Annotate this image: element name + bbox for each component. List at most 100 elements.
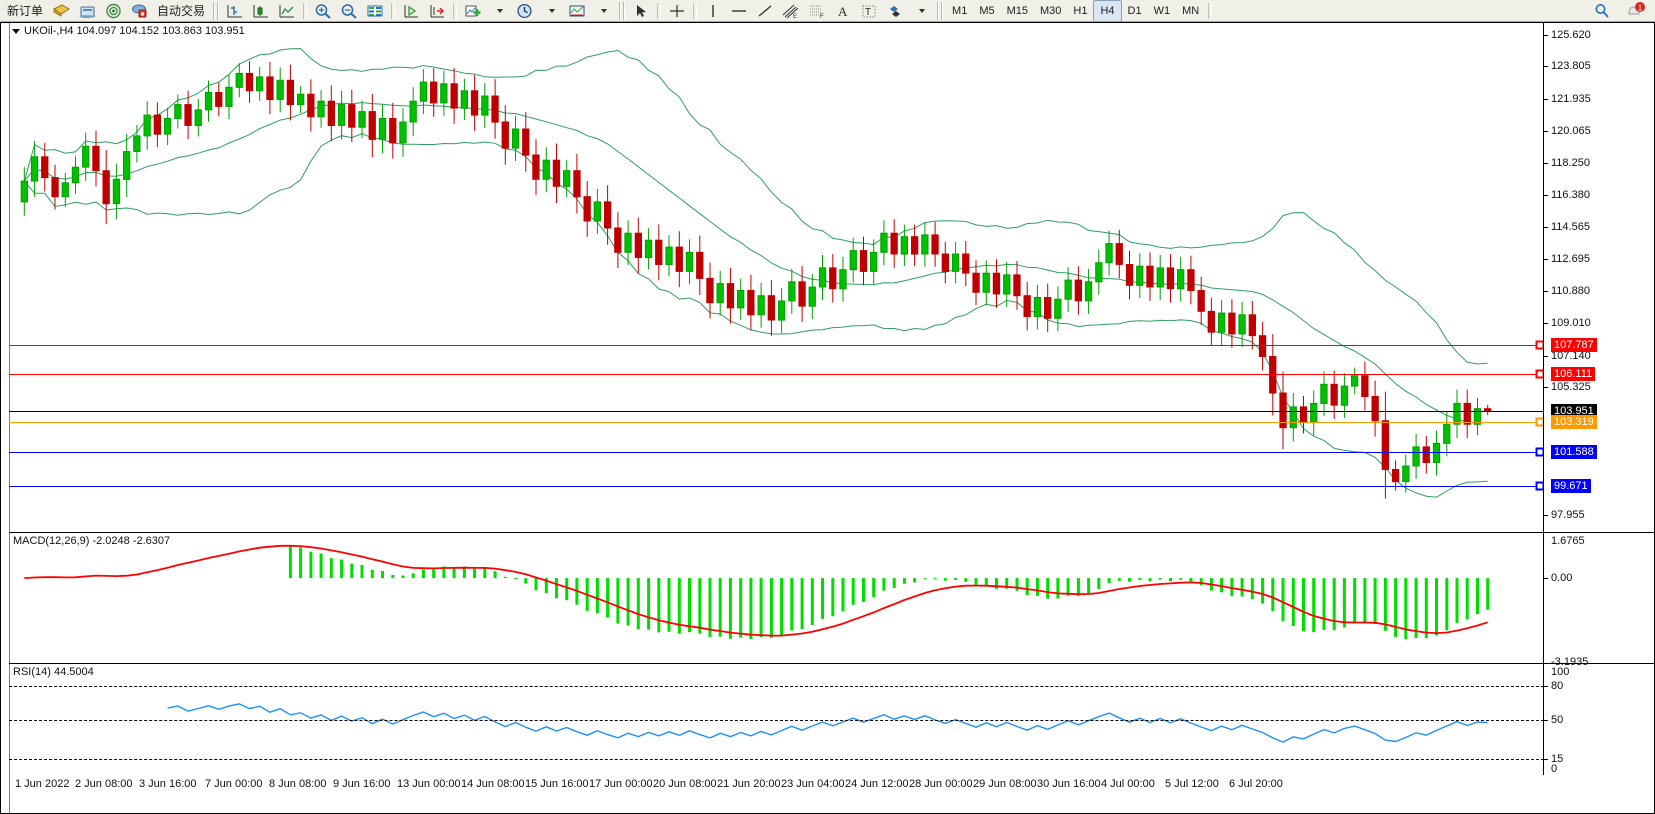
equidistant-channel-icon[interactable]: E	[778, 1, 804, 21]
rsi-axis-tick-label: 80	[1551, 680, 1564, 693]
price-axis-tick-label: 114.565	[1551, 220, 1590, 233]
market-icon[interactable]	[126, 1, 152, 21]
rsi-pane[interactable]: RSI(14) 44.5004 100 80 50 15 0	[9, 663, 1654, 775]
chevron-down-icon[interactable]	[908, 1, 934, 21]
cursor-icon[interactable]	[628, 1, 654, 21]
rsi-axis-tick	[1544, 720, 1548, 721]
price-level-line-pivot[interactable]	[9, 422, 1543, 424]
period-icon[interactable]	[512, 1, 538, 21]
macd-plot[interactable]: MACD(12,26,9) -2.0248 -2.6307	[9, 533, 1543, 663]
textlabel-icon[interactable]: T	[856, 1, 882, 21]
horizontal-line-icon[interactable]	[726, 1, 752, 21]
toolbar-gripper-2[interactable]	[619, 1, 626, 20]
price-axis-tick-label: 125.620	[1551, 28, 1591, 41]
price-level-badge-pivot[interactable]: 103.319	[1551, 415, 1597, 430]
signals-icon[interactable]	[100, 1, 126, 21]
macd-pane[interactable]: MACD(12,26,9) -2.0248 -2.6307 1.6765 0.00…	[9, 532, 1654, 668]
price-level-line-support-lower[interactable]	[9, 485, 1543, 487]
data-window-icon[interactable]	[362, 1, 388, 21]
toolbar-gripper-3[interactable]	[937, 1, 944, 20]
price-level-line-resistance-upper[interactable]	[9, 344, 1543, 346]
price-level-line-current-price[interactable]	[9, 411, 1543, 413]
price-level-badge-support-upper[interactable]: 101.588	[1551, 445, 1597, 460]
chart-menu-caret-icon[interactable]	[12, 28, 20, 34]
price-axis-tick-label: 97.955	[1551, 509, 1585, 522]
rsi-level-line-80	[9, 686, 1543, 688]
price-axis-tick	[1544, 162, 1548, 164]
autotrade-button[interactable]: 自动交易	[157, 4, 206, 18]
date-axis-label: 15 Jun 16:00	[525, 778, 589, 790]
date-axis-label: 23 Jun 04:00	[781, 778, 845, 790]
timeframe-mn[interactable]: MN	[1182, 4, 1200, 17]
svg-text:E: E	[793, 14, 797, 19]
fibonacci-icon[interactable]: F	[804, 1, 830, 21]
indicators-icon[interactable]	[460, 1, 486, 21]
zoom-in-icon[interactable]	[310, 1, 336, 21]
price-level-handle-resistance-upper[interactable]	[1535, 340, 1543, 350]
timeframe-h1[interactable]: H1	[1073, 4, 1088, 17]
timeframe-m15[interactable]: M15	[1006, 4, 1028, 17]
crosshair-icon[interactable]	[664, 1, 690, 21]
vertical-line-icon[interactable]	[700, 1, 726, 21]
timeframe-d1[interactable]: D1	[1127, 4, 1142, 17]
terminal-icon[interactable]	[74, 1, 100, 21]
date-axis-label: 14 Jun 08:00	[461, 778, 525, 790]
macd-axis[interactable]: 1.6765 0.00 -3.1935	[1543, 533, 1654, 668]
price-level-badge-resistance-lower[interactable]: 106.111	[1551, 366, 1596, 381]
toolbar-gripper-1[interactable]	[213, 1, 220, 20]
date-axis-label: 1 Jun 2022	[15, 778, 70, 790]
chevron-down-icon[interactable]	[486, 1, 512, 21]
price-level-line-support-upper[interactable]	[9, 452, 1543, 454]
folder-icon[interactable]	[48, 1, 74, 21]
auto-scroll-icon[interactable]	[398, 1, 424, 21]
price-axis-tick-label: 123.805	[1551, 60, 1591, 73]
price-level-line-resistance-lower[interactable]	[9, 373, 1543, 375]
price-level-badge-current-price[interactable]: 103.951	[1551, 404, 1597, 419]
templates-icon[interactable]	[564, 1, 590, 21]
date-axis-label: 7 Jun 00:00	[205, 778, 263, 790]
bar-chart-icon[interactable]	[222, 1, 248, 21]
price-level-handle-pivot[interactable]	[1535, 417, 1543, 427]
timeframe-w1[interactable]: W1	[1153, 4, 1171, 17]
text-icon[interactable]: A	[830, 1, 856, 21]
macd-axis-tick	[1544, 578, 1548, 580]
date-axis-label: 28 Jun 00:00	[909, 778, 973, 790]
date-axis-label: 17 Jun 00:00	[589, 778, 653, 790]
zoom-out-icon[interactable]	[336, 1, 362, 21]
chevron-down-icon[interactable]	[590, 1, 616, 21]
chart-shift-icon[interactable]	[424, 1, 450, 21]
alert-icon[interactable]: 1	[1623, 1, 1649, 21]
price-level-handle-support-lower[interactable]	[1535, 481, 1543, 491]
toolbar-separator-4	[657, 2, 662, 19]
price-level-badge-resistance-upper[interactable]: 107.787	[1551, 337, 1597, 352]
price-level-handle-support-upper[interactable]	[1535, 447, 1543, 457]
rsi-axis-tick	[1544, 759, 1548, 761]
search-icon[interactable]	[1589, 1, 1615, 21]
rsi-plot[interactable]: RSI(14) 44.5004	[9, 664, 1543, 775]
rsi-axis[interactable]: 100 80 50 15 0	[1543, 664, 1654, 775]
price-level-badge-support-lower[interactable]: 99.671	[1551, 478, 1591, 493]
date-axis-label: 3 Jun 16:00	[139, 778, 197, 790]
price-plot[interactable]	[9, 23, 1543, 532]
new-order-button[interactable]: 新订单	[7, 4, 44, 18]
price-axis[interactable]: 125.620 123.805 121.935 120.065 118.250 116.3…	[1543, 23, 1654, 532]
timeframe-m1[interactable]: M1	[952, 4, 968, 17]
date-axis-label: 2 Jun 08:00	[75, 778, 133, 790]
timeframe-m5[interactable]: M5	[979, 4, 995, 17]
price-axis-tick	[1544, 323, 1548, 325]
price-axis-tick	[1544, 131, 1548, 133]
date-axis[interactable]: 1 Jun 2022 2 Jun 08:00 3 Jun 16:00 7 Jun 00…	[9, 775, 1654, 795]
chart-left-gutter	[1, 23, 10, 813]
timeframe-h4[interactable]: H4	[1093, 0, 1122, 22]
rsi-indicator-label: RSI(14) 44.5004	[13, 666, 94, 678]
timeframe-m30[interactable]: M30	[1040, 4, 1062, 17]
rsi-axis-tick-label: 0	[1551, 763, 1558, 775]
price-level-handle-resistance-lower[interactable]	[1535, 369, 1543, 379]
objects-icon[interactable]	[882, 1, 908, 21]
chart-window[interactable]: UKOil-,H4 104.097 104.152 103.863 103.95…	[0, 22, 1655, 814]
price-pane[interactable]: 125.620 123.805 121.935 120.065 118.250 116.3…	[9, 23, 1654, 532]
candlestick-chart-icon[interactable]	[248, 1, 274, 21]
trendline-icon[interactable]	[752, 1, 778, 21]
chevron-down-icon[interactable]	[538, 1, 564, 21]
line-chart-icon[interactable]	[274, 1, 300, 21]
